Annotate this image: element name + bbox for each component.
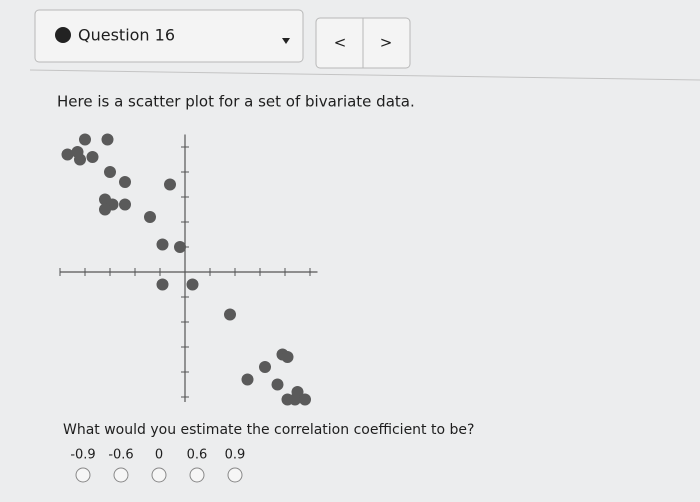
point [79, 133, 91, 146]
point [119, 176, 131, 188]
choice-label: -0.6 [108, 448, 133, 463]
question-label: Question 16 [78, 26, 175, 45]
point [61, 148, 74, 161]
prev-button[interactable]: < [334, 34, 347, 52]
radio-button[interactable] [227, 467, 243, 483]
point [104, 166, 116, 178]
next-button[interactable]: > [380, 34, 393, 52]
scatter-plot [59, 133, 318, 406]
choices: -0.9 -0.6 0 0.6 0.9 [70, 448, 245, 483]
point [99, 203, 111, 216]
point [281, 351, 294, 363]
radio-button[interactable] [113, 467, 129, 483]
point [174, 241, 186, 253]
point [101, 133, 114, 146]
point [156, 278, 169, 291]
radio-button[interactable] [189, 467, 205, 483]
separator [29, 69, 700, 81]
point [271, 378, 284, 391]
point [224, 308, 236, 321]
choice-label: 0 [155, 448, 163, 463]
status-dot [55, 27, 71, 43]
question-selector[interactable] [34, 9, 304, 63]
point [259, 361, 271, 373]
choice-label: 0.9 [225, 448, 246, 463]
point [144, 211, 156, 223]
point [186, 278, 199, 291]
radio-button[interactable] [151, 467, 167, 483]
dropdown-arrow [282, 38, 290, 44]
point [241, 373, 254, 386]
choice-label: -0.9 [70, 448, 95, 463]
prompt: Here is a scatter plot for a set of biva… [57, 93, 415, 111]
choice-label: 0.6 [187, 448, 208, 463]
question-text: What would you estimate the correlation … [63, 422, 474, 438]
point [299, 393, 311, 406]
point [74, 153, 86, 166]
point [289, 393, 301, 406]
point [119, 198, 131, 211]
point [164, 178, 176, 191]
radio-button[interactable] [75, 467, 91, 483]
point [156, 238, 169, 251]
point [86, 151, 99, 163]
